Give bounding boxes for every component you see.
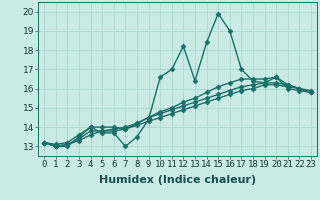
X-axis label: Humidex (Indice chaleur): Humidex (Indice chaleur) xyxy=(99,175,256,185)
